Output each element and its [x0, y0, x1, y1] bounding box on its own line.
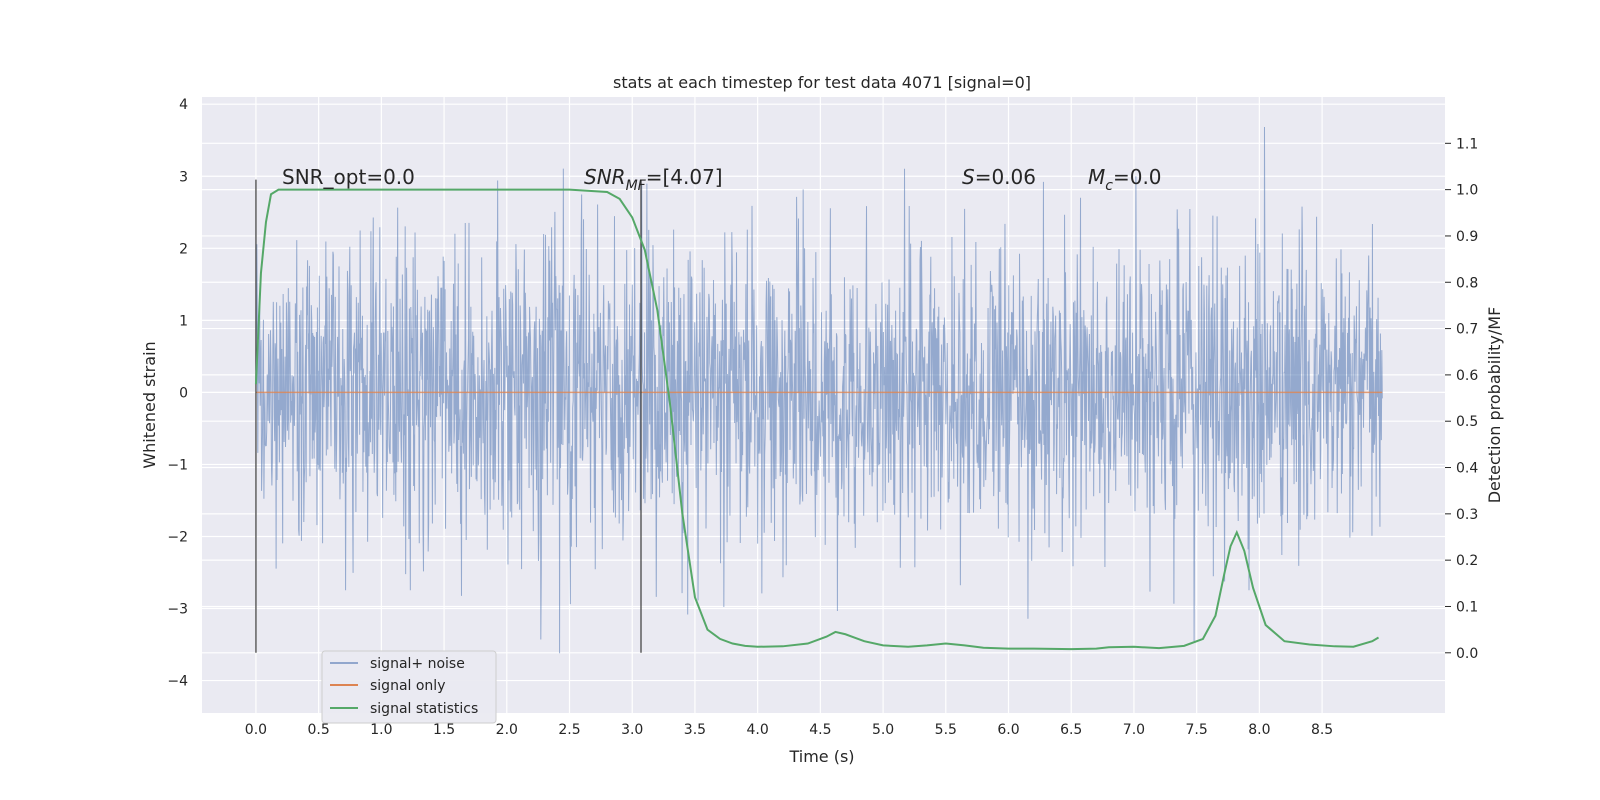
y2-axis-ticks: 0.0 0.1 0.2 0.3 0.4 0.5 0.6 0.7 0.8 0.9 1.0 1.1: [1445, 136, 1478, 662]
annotation-snr-mf-main: SNR: [584, 165, 626, 189]
y2-tick-label-9: 0.9: [1456, 229, 1478, 245]
y-tick-label-5: 1: [179, 313, 188, 329]
y2-axis-label: Detection probability/MF: [1485, 307, 1504, 504]
x-tick-label-5: 2.5: [558, 722, 580, 738]
x-axis-label: Time (s): [788, 747, 854, 766]
annotation-mc-value: =0.0: [1113, 165, 1162, 189]
y2-tick-label-2: 0.2: [1456, 553, 1478, 569]
annotation-snr-mf-value: =[4.07]: [646, 165, 723, 189]
x-tick-label-2: 1.0: [370, 722, 392, 738]
x-axis-ticks: 0.0 0.5 1.0 1.5 2.0 2.5 3.0 3.5 4.0 4.5 5.0 5.5 6.0 6…: [245, 722, 1333, 738]
x-tick-label-9: 4.5: [809, 722, 831, 738]
y2-tick-label-1: 0.1: [1456, 599, 1478, 615]
y2-tick-label-10: 1.0: [1456, 183, 1478, 199]
y-tick-label-7: 3: [179, 169, 188, 185]
y-tick-label-0: −4: [167, 674, 188, 690]
x-tick-label-3: 1.5: [433, 722, 455, 738]
x-tick-label-6: 3.0: [621, 722, 643, 738]
vertical-markers: [255, 179, 642, 653]
x-tick-label-0: 0.0: [245, 722, 267, 738]
series-noise: [255, 127, 1383, 654]
annotation-snr-mf: SNRMF=[4.07]: [584, 165, 723, 194]
annotation-mc-main: M: [1088, 165, 1105, 189]
x-tick-label-4: 2.0: [496, 722, 518, 738]
x-tick-label-7: 3.5: [684, 722, 706, 738]
x-tick-label-14: 7.0: [1123, 722, 1145, 738]
y2-tick-label-6: 0.6: [1456, 368, 1478, 384]
y-tick-label-1: −3: [167, 602, 188, 618]
annotation-snr-mf-sub: MF: [626, 178, 647, 194]
legend-label-signal-only: signal only: [370, 678, 445, 694]
legend-box: [321, 650, 497, 724]
legend: signal+ noise signal only signal statist…: [321, 650, 497, 724]
y-axis-label: Whitened strain: [140, 341, 159, 468]
x-tick-label-16: 8.0: [1248, 722, 1270, 738]
annotation-s: S=0.06: [962, 165, 1036, 189]
y-tick-label-6: 2: [179, 241, 188, 257]
x-tick-label-11: 5.5: [935, 722, 957, 738]
annotation-snr-opt: SNR_opt=0.0: [282, 165, 415, 189]
x-tick-label-1: 0.5: [308, 722, 330, 738]
noise-line: [255, 127, 1383, 654]
y2-tick-label-0: 0.0: [1456, 646, 1478, 662]
x-tick-label-13: 6.5: [1060, 722, 1082, 738]
annotation-s-value: =0.06: [975, 165, 1036, 189]
y-axis-ticks: −4 −3 −2 −1 0 1 2 3 4: [167, 97, 188, 689]
annotation-mc-sub: c: [1105, 178, 1113, 194]
y2-tick-label-8: 0.8: [1456, 275, 1478, 291]
legend-label-signal-statistics: signal statistics: [370, 701, 478, 717]
y2-tick-label-3: 0.3: [1456, 507, 1478, 523]
legend-label-noise: signal+ noise: [370, 656, 465, 672]
y2-tick-label-4: 0.4: [1456, 461, 1478, 477]
x-tick-label-10: 5.0: [872, 722, 894, 738]
x-tick-label-12: 6.0: [997, 722, 1019, 738]
x-tick-label-8: 4.0: [747, 722, 769, 738]
y-tick-label-3: −1: [167, 457, 188, 473]
y2-tick-label-5: 0.5: [1456, 414, 1478, 430]
signal-statistics-line: [254, 188, 1380, 651]
chart-title: stats at each timestep for test data 407…: [613, 73, 1031, 92]
y-tick-label-8: 4: [179, 97, 188, 113]
annotation-mc: Mc=0.0: [1088, 165, 1162, 194]
x-tick-label-17: 8.5: [1311, 722, 1333, 738]
series-signal-statistics: [254, 188, 1380, 651]
y2-tick-label-7: 0.7: [1456, 322, 1478, 338]
y-tick-label-4: 0: [179, 385, 188, 401]
annotation-s-main: S: [962, 165, 975, 189]
y-tick-label-2: −2: [167, 529, 188, 545]
y2-tick-label-11: 1.1: [1456, 136, 1478, 152]
x-tick-label-15: 7.5: [1186, 722, 1208, 738]
